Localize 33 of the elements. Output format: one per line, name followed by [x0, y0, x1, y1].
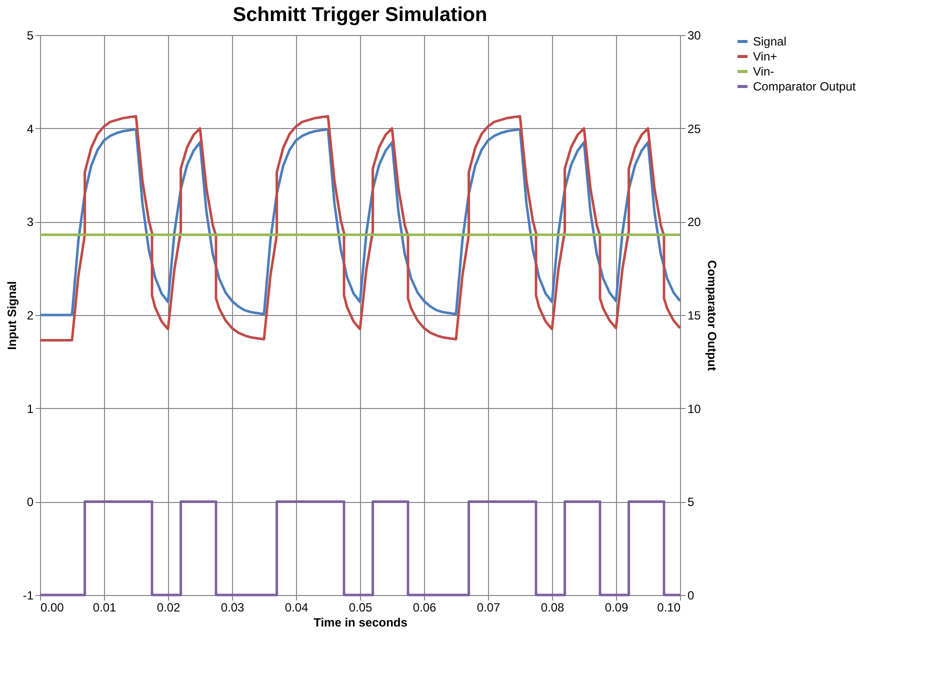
y-tick-label: 0	[26, 495, 34, 510]
y-tick-label: 5	[26, 28, 34, 42]
y2-tick-label: 0	[688, 588, 694, 602]
y2-tick-label: 10	[688, 402, 702, 416]
y2-axis-title: Comparator Output	[704, 260, 719, 371]
y2-tick-label: 30	[688, 28, 702, 42]
y-tick-label: 2	[26, 308, 34, 322]
y2-tick-label: 25	[688, 122, 702, 136]
legend-label: Signal	[753, 34, 786, 48]
x-tick-label: 0.05	[348, 600, 372, 614]
x-tick-label: 0.02	[156, 600, 180, 614]
legend-label: Vin-	[753, 64, 774, 78]
x-tick-label: 0.00	[40, 600, 64, 614]
x-tick-label: 0.04	[284, 600, 308, 614]
chart-title: Schmitt Trigger Simulation	[232, 4, 488, 26]
legend-label: Vin+	[753, 50, 778, 64]
x-tick-label: 0.07	[476, 600, 500, 614]
y2-tick-label: 5	[688, 495, 694, 510]
y-tick-label: 1	[26, 402, 34, 416]
y-tick-label: -1	[22, 588, 34, 602]
x-tick-label: 0.06	[412, 600, 436, 614]
x-tick-label: 0.09	[604, 600, 628, 614]
x-axis-title: Time in seconds	[314, 616, 408, 630]
y2-tick-label: 20	[688, 215, 702, 230]
y-axis-title: Input Signal	[4, 281, 19, 350]
y-tick-label: 3	[26, 215, 34, 230]
y2-tick-label: 15	[688, 308, 702, 322]
x-tick-label: 0.01	[92, 600, 116, 614]
x-tick-label: 0.10	[657, 600, 681, 614]
x-tick-label: 0.08	[540, 600, 564, 614]
legend-label: Comparator Output	[753, 80, 856, 94]
y-tick-label: 4	[26, 122, 34, 136]
x-tick-label: 0.03	[220, 600, 244, 614]
